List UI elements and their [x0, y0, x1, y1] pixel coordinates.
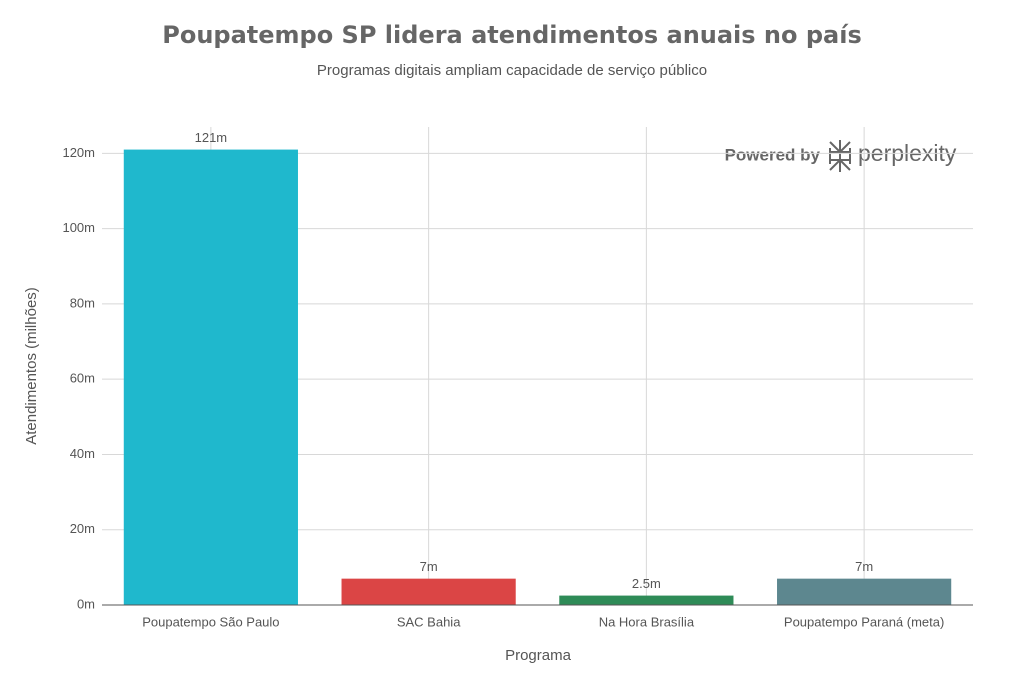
- x-tick-label: SAC Bahia: [397, 614, 461, 629]
- value-label: 7m: [420, 559, 438, 574]
- y-tick-label: 20m: [70, 521, 95, 536]
- y-tick-label: 0m: [77, 596, 95, 611]
- y-axis-title: Atendimentos (milhões): [23, 287, 40, 445]
- y-tick-label: 40m: [70, 446, 95, 461]
- bar: [559, 595, 734, 605]
- value-label: 2.5m: [632, 576, 661, 591]
- x-axis-title: Programa: [505, 647, 572, 664]
- watermark-prefix: Powered by: [725, 145, 821, 164]
- bar: [123, 149, 298, 605]
- y-tick-label: 100m: [62, 220, 95, 235]
- x-tick-label: Na Hora Brasília: [599, 614, 695, 629]
- watermark: Powered by perplexity: [725, 140, 957, 172]
- bar: [341, 578, 516, 605]
- value-label: 121m: [195, 130, 228, 145]
- watermark-logo: [829, 140, 851, 172]
- x-tick-label: Poupatempo Paraná (meta): [784, 614, 944, 629]
- y-tick-label: 80m: [70, 295, 95, 310]
- chart-title: Poupatempo SP lidera atendimentos anuais…: [162, 21, 862, 49]
- bar: [777, 578, 952, 605]
- y-tick-label: 120m: [62, 145, 95, 160]
- x-tick-label: Poupatempo São Paulo: [142, 614, 279, 629]
- y-tick-label: 60m: [70, 371, 95, 386]
- value-label: 7m: [855, 559, 873, 574]
- chart-subtitle: Programas digitais ampliam capacidade de…: [317, 62, 707, 79]
